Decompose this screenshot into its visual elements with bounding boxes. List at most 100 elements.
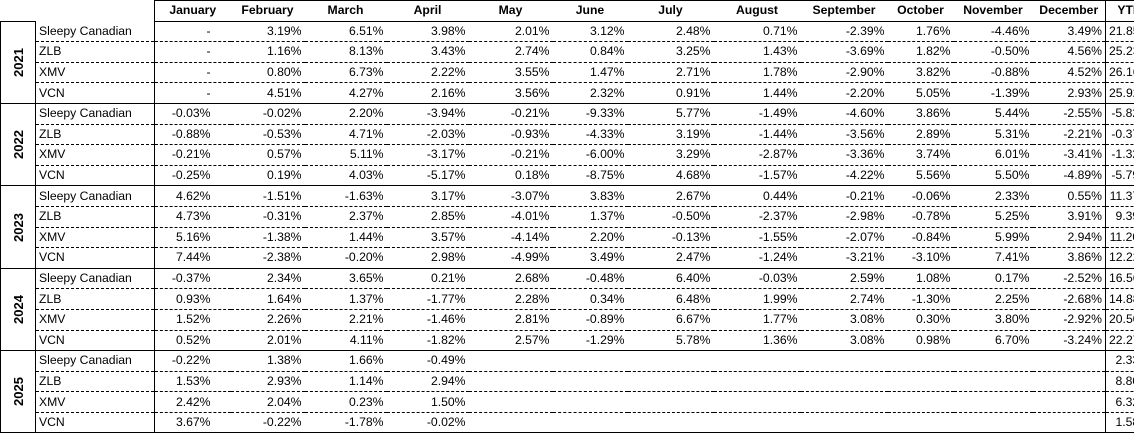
- ytd-return-cell: -5.82%: [1106, 103, 1134, 124]
- monthly-return-cell: 1.66%: [305, 351, 387, 372]
- monthly-return-cell: -0.50%: [628, 206, 714, 227]
- monthly-return-cell: 2.37%: [305, 206, 387, 227]
- header-ytd: YTD: [1106, 1, 1134, 22]
- monthly-return-cell: [801, 351, 888, 372]
- monthly-return-cell: -2.39%: [801, 21, 888, 42]
- monthly-return-cell: -0.06%: [888, 186, 954, 207]
- monthly-return-cell: 3.83%: [553, 186, 628, 207]
- monthly-return-cell: 3.12%: [553, 21, 628, 42]
- monthly-return-cell: 0.18%: [469, 165, 553, 186]
- monthly-return-cell: 0.55%: [1033, 186, 1106, 207]
- ytd-return-cell: 14.88%: [1106, 289, 1134, 310]
- monthly-return-cell: [553, 371, 628, 392]
- monthly-return-cell: -4.14%: [469, 227, 553, 248]
- monthly-return-cell: -4.60%: [801, 103, 888, 124]
- monthly-return-cell: 2.28%: [469, 289, 553, 310]
- monthly-return-cell: -0.49%: [387, 351, 469, 372]
- monthly-return-cell: 0.34%: [553, 289, 628, 310]
- monthly-return-cell: [888, 371, 954, 392]
- monthly-return-cell: -0.25%: [155, 165, 231, 186]
- monthly-return-cell: [469, 371, 553, 392]
- monthly-return-cell: 5.31%: [954, 124, 1033, 145]
- monthly-return-cell: 5.11%: [305, 145, 387, 166]
- fund-name-cell: ZLB: [36, 206, 155, 227]
- fund-name-cell: ZLB: [36, 42, 155, 63]
- monthly-return-cell: [1033, 351, 1106, 372]
- ytd-return-cell: -1.32%: [1106, 145, 1134, 166]
- monthly-return-cell: -: [155, 21, 231, 42]
- monthly-return-cell: 1.82%: [888, 42, 954, 63]
- monthly-return-cell: -0.88%: [155, 124, 231, 145]
- monthly-return-cell: -2.90%: [801, 62, 888, 83]
- monthly-return-cell: 2.01%: [231, 330, 305, 351]
- monthly-return-cell: 5.05%: [888, 83, 954, 104]
- header-month-march: March: [305, 1, 387, 22]
- monthly-return-cell: -1.55%: [714, 227, 801, 248]
- monthly-return-cell: -2.98%: [801, 206, 888, 227]
- monthly-return-cell: -1.38%: [231, 227, 305, 248]
- monthly-return-cell: 1.38%: [231, 351, 305, 372]
- monthly-return-cell: 4.03%: [305, 165, 387, 186]
- monthly-return-cell: 4.68%: [628, 165, 714, 186]
- header-row: January February March April May June Ju…: [1, 1, 1134, 22]
- monthly-return-cell: 3.25%: [628, 42, 714, 63]
- monthly-return-cell: -4.01%: [469, 206, 553, 227]
- monthly-return-cell: -2.21%: [1033, 124, 1106, 145]
- monthly-return-cell: [954, 351, 1033, 372]
- monthly-return-cell: -0.89%: [553, 309, 628, 330]
- monthly-return-cell: -3.24%: [1033, 330, 1106, 351]
- monthly-return-cell: 4.71%: [305, 124, 387, 145]
- header-month-february: February: [231, 1, 305, 22]
- monthly-return-cell: 1.47%: [553, 62, 628, 83]
- monthly-return-cell: [469, 351, 553, 372]
- monthly-return-cell: 0.52%: [155, 330, 231, 351]
- monthly-return-cell: 2.67%: [628, 186, 714, 207]
- monthly-return-cell: -1.39%: [954, 83, 1033, 104]
- monthly-return-cell: 3.57%: [387, 227, 469, 248]
- monthly-return-cell: 1.43%: [714, 42, 801, 63]
- header-month-december: December: [1033, 1, 1106, 22]
- monthly-return-cell: 2.81%: [469, 309, 553, 330]
- ytd-return-cell: 11.20%: [1106, 227, 1134, 248]
- monthly-return-cell: 7.41%: [954, 248, 1033, 269]
- monthly-return-cell: 2.25%: [954, 289, 1033, 310]
- monthly-return-cell: -0.22%: [155, 351, 231, 372]
- ytd-return-cell: 16.56%: [1106, 268, 1134, 289]
- monthly-return-cell: 6.70%: [954, 330, 1033, 351]
- monthly-return-cell: 0.91%: [628, 83, 714, 104]
- ytd-return-cell: 26.16%: [1106, 62, 1134, 83]
- monthly-return-cell: 2.01%: [469, 21, 553, 42]
- ytd-return-cell: 21.85%: [1106, 21, 1134, 42]
- year-label-cell: 2024: [1, 268, 36, 350]
- monthly-return-cell: 6.01%: [954, 145, 1033, 166]
- monthly-return-cell: 6.51%: [305, 21, 387, 42]
- monthly-return-cell: 2.48%: [628, 21, 714, 42]
- monthly-return-cell: -3.21%: [801, 248, 888, 269]
- fund-name-cell: Sleepy Canadian: [36, 103, 155, 124]
- year-label-cell: 2022: [1, 103, 36, 185]
- fund-name-cell: ZLB: [36, 289, 155, 310]
- monthly-return-cell: 5.16%: [155, 227, 231, 248]
- table-row: ZLB-0.88%-0.53%4.71%-2.03%-0.93%-4.33%3.…: [1, 124, 1134, 145]
- fund-name-cell: ZLB: [36, 371, 155, 392]
- monthly-return-cell: 1.50%: [387, 392, 469, 413]
- monthly-return-cell: -3.56%: [801, 124, 888, 145]
- monthly-return-cell: [714, 371, 801, 392]
- monthly-return-cell: 2.26%: [231, 309, 305, 330]
- monthly-return-cell: 5.77%: [628, 103, 714, 124]
- header-blank-cell: [36, 1, 155, 22]
- monthly-return-cell: 0.19%: [231, 165, 305, 186]
- fund-name-cell: Sleepy Canadian: [36, 351, 155, 372]
- monthly-return-cell: 4.27%: [305, 83, 387, 104]
- fund-name-cell: XMV: [36, 309, 155, 330]
- monthly-return-cell: -0.50%: [954, 42, 1033, 63]
- monthly-return-cell: 0.80%: [231, 62, 305, 83]
